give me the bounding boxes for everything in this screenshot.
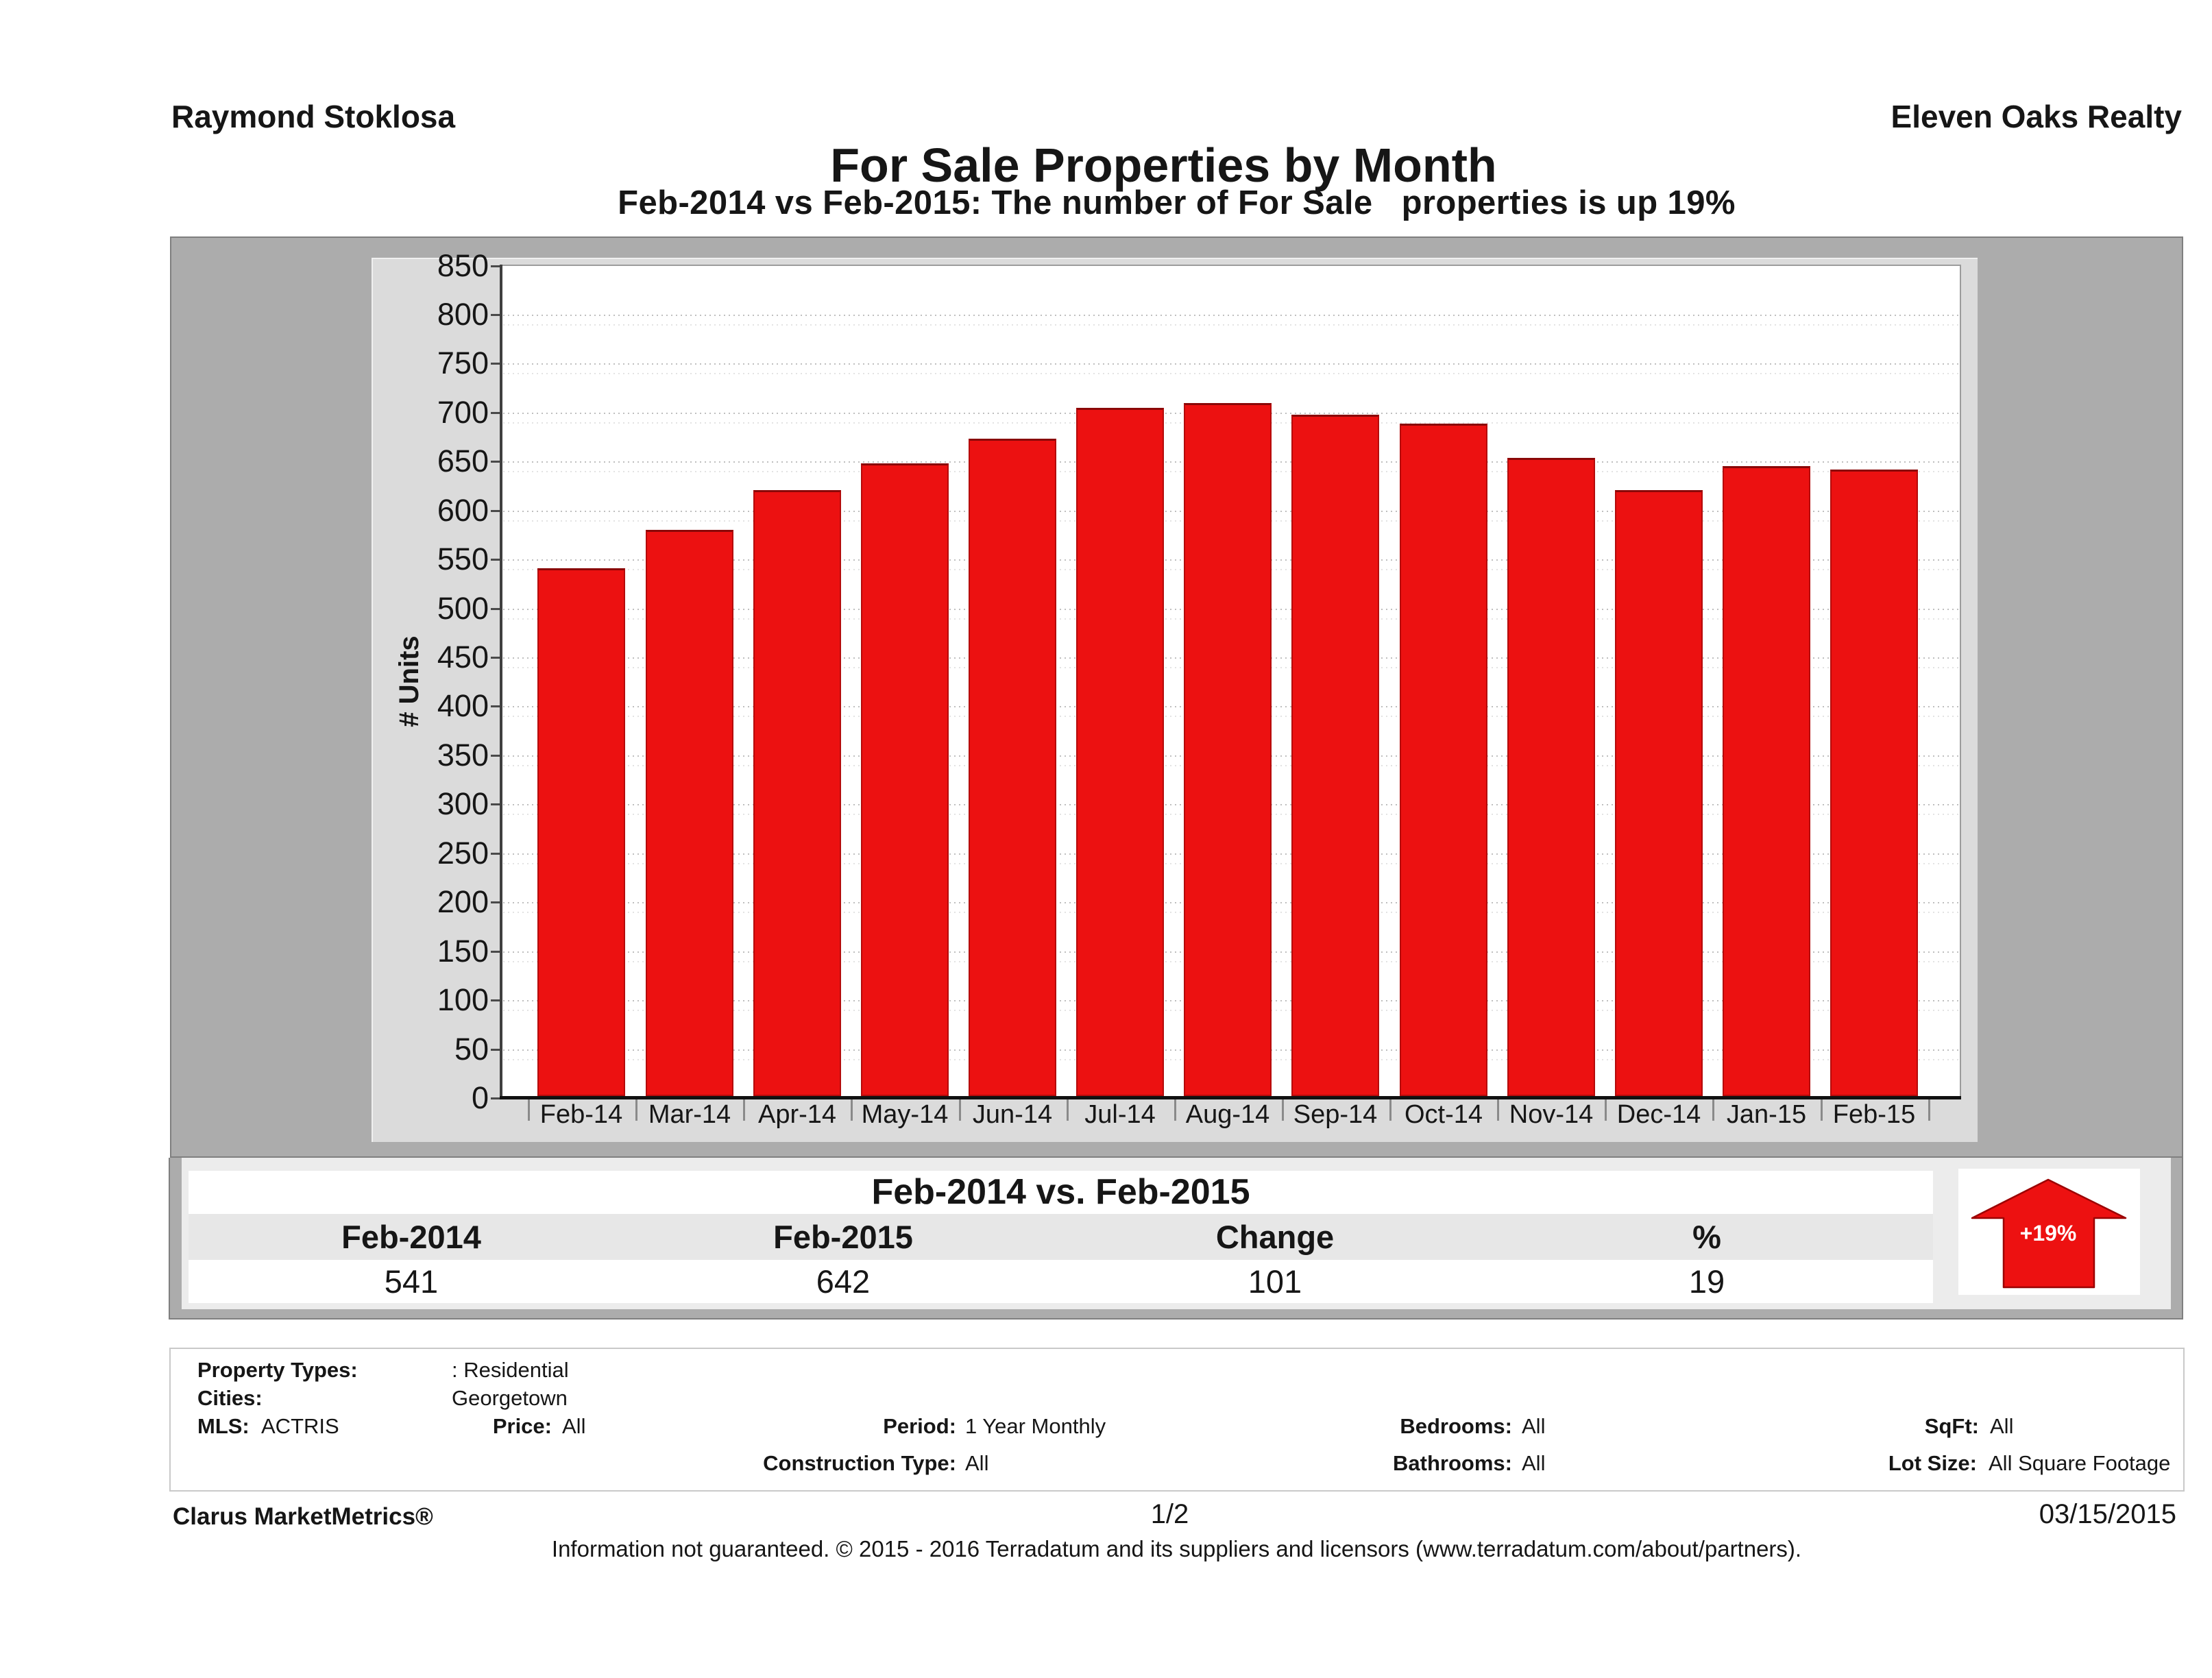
svg-text:+19%: +19% xyxy=(2020,1221,2077,1245)
